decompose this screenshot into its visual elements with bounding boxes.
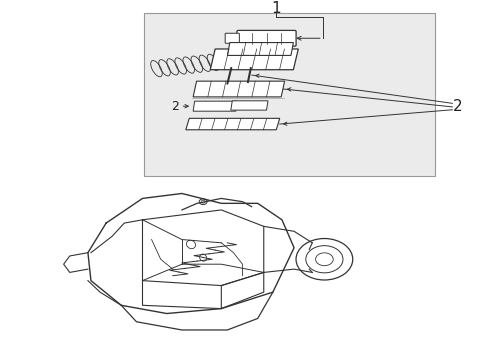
Polygon shape bbox=[185, 118, 279, 130]
FancyBboxPatch shape bbox=[224, 33, 239, 43]
Bar bbox=[144, 13, 434, 176]
Text: 1: 1 bbox=[271, 1, 281, 17]
Text: 2: 2 bbox=[451, 99, 461, 114]
Polygon shape bbox=[210, 49, 298, 70]
Polygon shape bbox=[230, 101, 267, 110]
Text: 2: 2 bbox=[171, 100, 179, 113]
Polygon shape bbox=[193, 81, 284, 97]
Polygon shape bbox=[193, 101, 237, 111]
Polygon shape bbox=[227, 42, 293, 55]
FancyBboxPatch shape bbox=[237, 30, 296, 46]
